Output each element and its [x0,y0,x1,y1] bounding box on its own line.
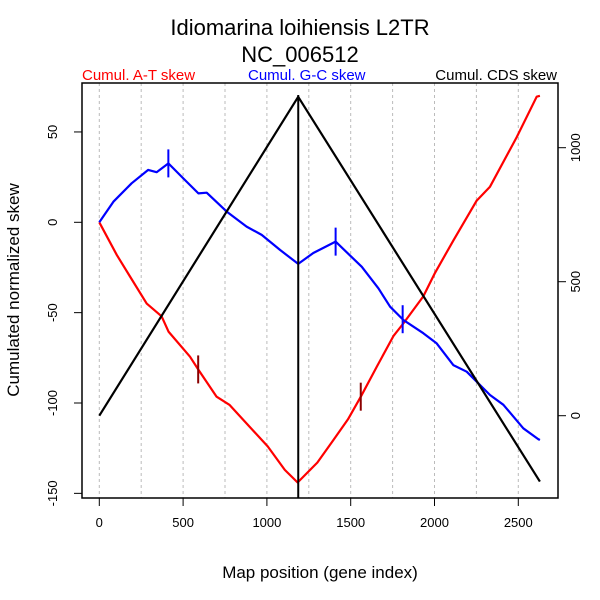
legend-at-skew: Cumul. A-T skew [82,67,195,84]
x-tick-label: 1000 [252,515,281,530]
y-axis-label: Cumulated normalized skew [4,183,23,397]
plot-frame [81,82,559,499]
y-tick-label: 50 [45,125,60,139]
x-tick-label: 500 [172,515,194,530]
axes: 0 500 1000 1500 2000 2500-150-100-50050050010… [45,125,583,530]
x-tick-label: 1500 [336,515,365,530]
y-tick-label: -50 [45,303,60,322]
y-tick-label: -100 [45,390,60,416]
y-tick-label: -150 [45,480,60,506]
series-layer [98,94,541,498]
y-tick-label: 0 [45,219,60,226]
y2-tick-label: 0 [568,412,583,419]
chart-title: Idiomarina loihiensis L2TR [170,15,429,40]
x-tick-label: 2500 [504,515,533,530]
series-line-0 [98,94,541,484]
x-tick-label: 0 [96,515,103,530]
legend-gc-skew: Cumul. G-C skew [248,67,366,84]
x-axis-label: Map position (gene index) [222,563,418,582]
chart-subtitle: NC_006512 [241,42,358,67]
x-tick-label: 2000 [420,515,449,530]
y2-tick-label: 1000 [568,133,583,162]
legend-cds-skew: Cumul. CDS skew [435,67,557,84]
y2-tick-label: 500 [568,271,583,293]
